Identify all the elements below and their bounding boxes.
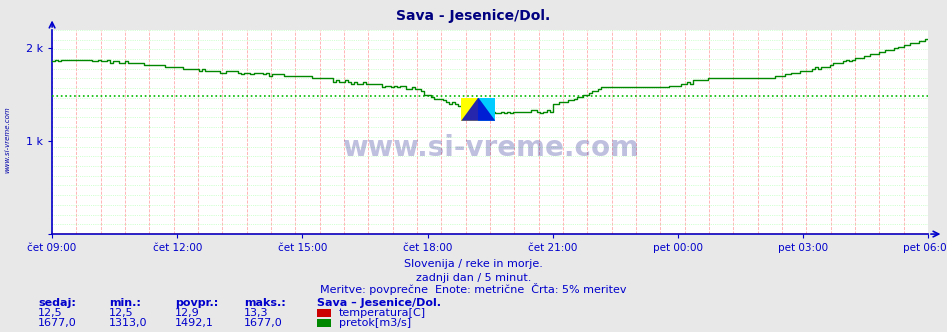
Text: www.si-vreme.com: www.si-vreme.com — [5, 106, 10, 173]
Text: Slovenija / reke in morje.: Slovenija / reke in morje. — [404, 259, 543, 269]
Polygon shape — [478, 98, 495, 121]
Text: www.si-vreme.com: www.si-vreme.com — [342, 134, 638, 162]
Text: sedaj:: sedaj: — [38, 298, 76, 308]
Text: 1677,0: 1677,0 — [244, 318, 283, 328]
Text: pretok[m3/s]: pretok[m3/s] — [339, 318, 411, 328]
Text: Sava - Jesenice/Dol.: Sava - Jesenice/Dol. — [397, 9, 550, 23]
Text: 13,3: 13,3 — [244, 308, 269, 318]
Text: 1492,1: 1492,1 — [175, 318, 214, 328]
Text: min.:: min.: — [109, 298, 141, 308]
Text: 12,5: 12,5 — [38, 308, 63, 318]
Text: maks.:: maks.: — [244, 298, 286, 308]
Text: 12,9: 12,9 — [175, 308, 200, 318]
Text: zadnji dan / 5 minut.: zadnji dan / 5 minut. — [416, 273, 531, 283]
Text: temperatura[C]: temperatura[C] — [339, 308, 426, 318]
Text: 12,5: 12,5 — [109, 308, 134, 318]
Text: 1677,0: 1677,0 — [38, 318, 77, 328]
Polygon shape — [461, 98, 478, 121]
Text: Meritve: povprečne  Enote: metrične  Črta: 5% meritev: Meritve: povprečne Enote: metrične Črta:… — [320, 283, 627, 295]
Text: 1313,0: 1313,0 — [109, 318, 148, 328]
Text: povpr.:: povpr.: — [175, 298, 219, 308]
Polygon shape — [461, 98, 495, 121]
Text: Sava – Jesenice/Dol.: Sava – Jesenice/Dol. — [317, 298, 441, 308]
